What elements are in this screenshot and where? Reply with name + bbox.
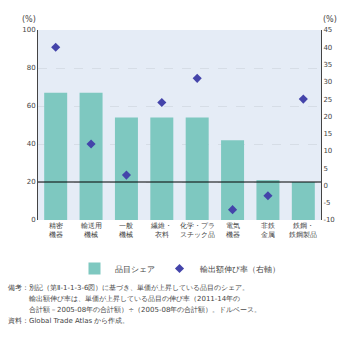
svg-text:60: 60	[27, 102, 36, 110]
svg-text:10: 10	[323, 147, 332, 155]
svg-text:20: 20	[27, 178, 36, 186]
svg-text:45: 45	[323, 26, 332, 34]
svg-text:(%): (%)	[323, 15, 337, 24]
svg-text:輸送用機械: 輸送用機械	[81, 222, 102, 239]
svg-text:20: 20	[323, 113, 332, 121]
svg-text:品目シェア: 品目シェア	[115, 265, 155, 274]
svg-text:0: 0	[323, 182, 327, 190]
svg-text:資料：Global Trade Atlas から作成。: 資料：Global Trade Atlas から作成。	[8, 317, 129, 325]
svg-text:一般機械: 一般機械	[119, 222, 133, 239]
svg-text:(%): (%)	[22, 15, 36, 24]
svg-text:-10: -10	[323, 216, 334, 224]
svg-text:電気機器: 電気機器	[226, 222, 240, 239]
svg-text:0: 0	[31, 216, 35, 224]
svg-text:15: 15	[323, 130, 332, 138]
svg-text:備考：別記（第Ⅱ-1-1-3-6図）に基づき、単価が上昇して: 備考：別記（第Ⅱ-1-1-3-6図）に基づき、単価が上昇している品目のシェア。	[8, 284, 249, 292]
svg-text:80: 80	[27, 64, 36, 72]
svg-text:鉄鋼・鉄鋼製品: 鉄鋼・鉄鋼製品	[289, 222, 317, 239]
svg-text:精密機器: 精密機器	[49, 222, 63, 239]
svg-text:化学・プラスチック品: 化学・プラスチック品	[180, 222, 215, 239]
svg-text:25: 25	[323, 96, 332, 104]
svg-text:35: 35	[323, 61, 332, 69]
svg-text:輸出額伸び率は、単価が上昇している品目の伸び率（2011-1: 輸出額伸び率は、単価が上昇している品目の伸び率（2011-14年の	[8, 295, 240, 303]
svg-text:合計額－2005-08年の合計額）÷（2005-08年の合計: 合計額－2005-08年の合計額）÷（2005-08年の合計額）。ドルベース。	[8, 306, 261, 314]
svg-text:30: 30	[323, 78, 332, 86]
svg-text:100: 100	[22, 26, 35, 34]
svg-text:40: 40	[27, 140, 36, 148]
svg-text:輸出額伸び率（右軸）: 輸出額伸び率（右軸）	[200, 265, 280, 274]
svg-text:-5: -5	[323, 199, 330, 207]
svg-text:40: 40	[323, 44, 332, 52]
svg-text:繊維・衣料: 繊維・衣料	[150, 222, 172, 239]
svg-text:5: 5	[323, 165, 327, 173]
svg-text:非鉄金属: 非鉄金属	[261, 222, 275, 239]
